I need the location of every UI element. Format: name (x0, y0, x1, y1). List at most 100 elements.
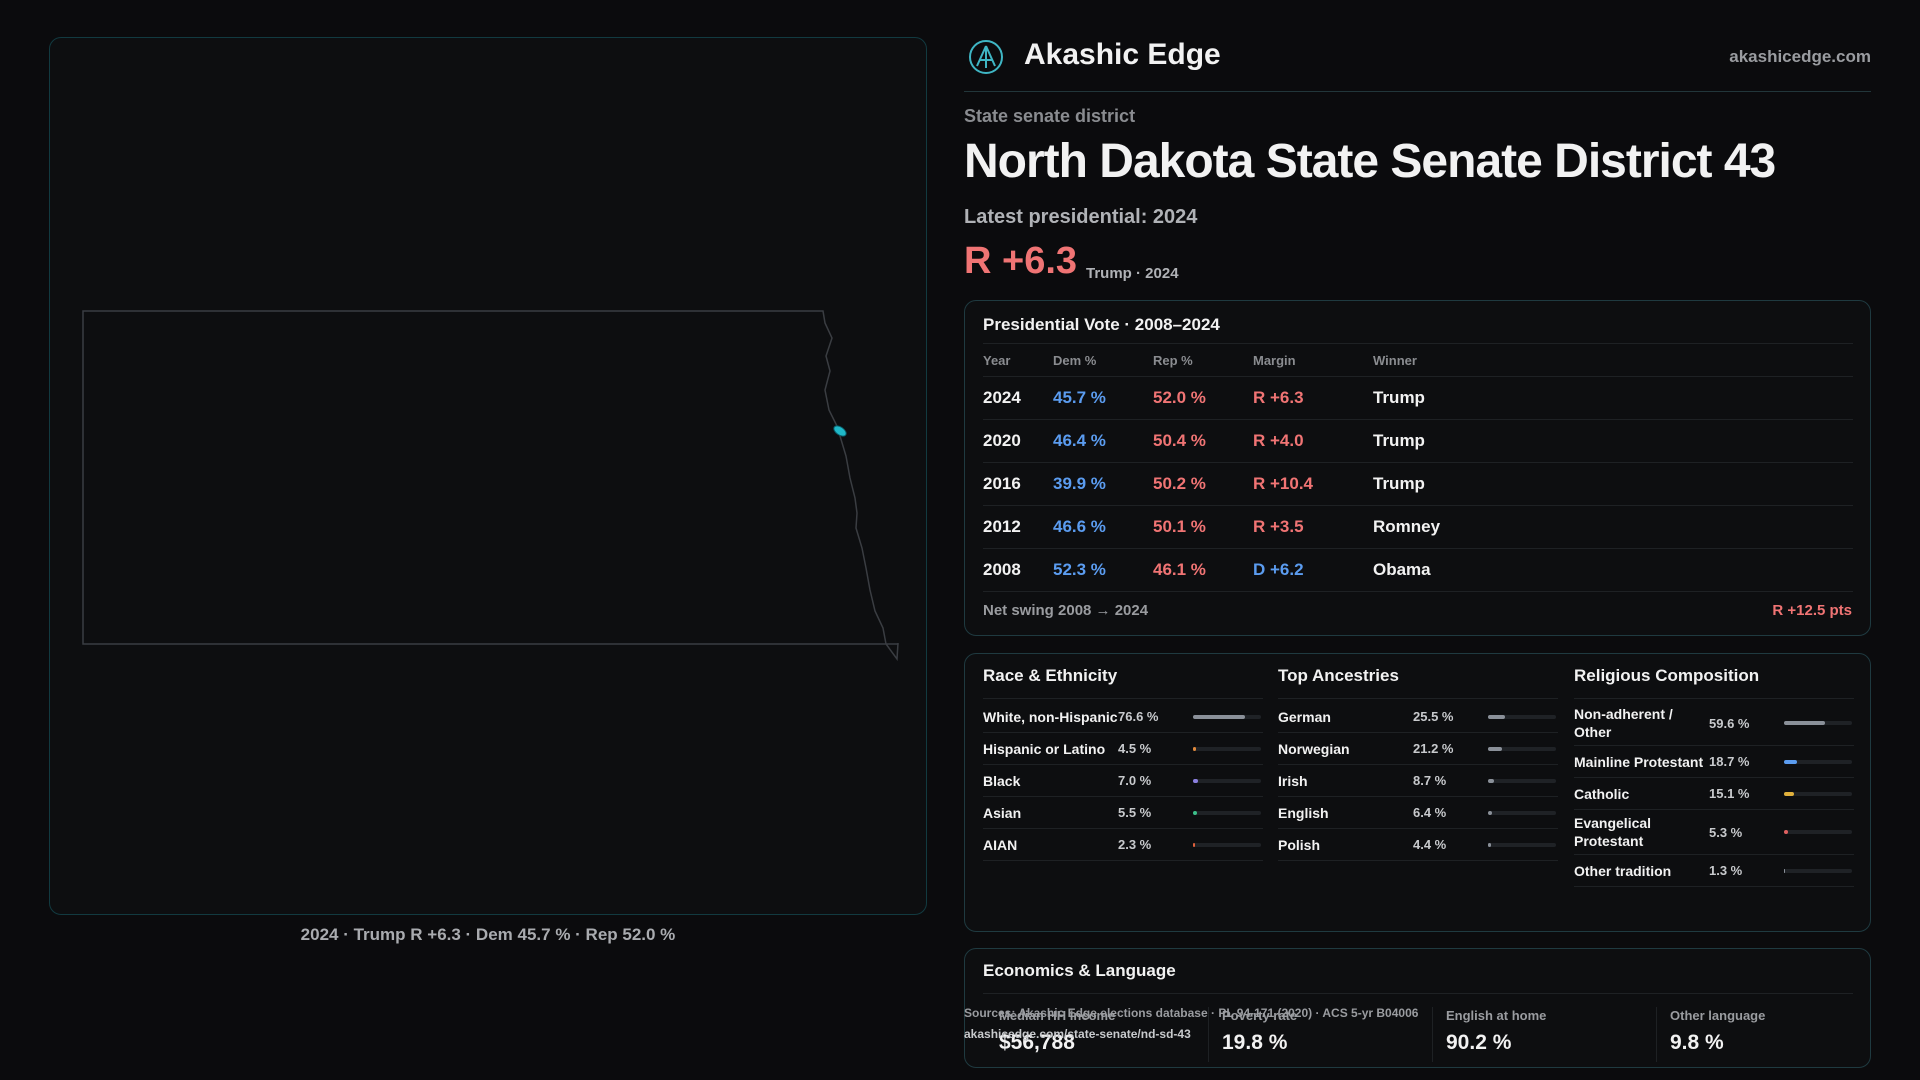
table-cell: 46.6 % (1053, 517, 1106, 536)
headline-margin: R +6.3 (964, 240, 1078, 282)
column-header: Margin (1253, 352, 1296, 368)
stat-label: English at home (1446, 1008, 1547, 1023)
source-link[interactable]: akashicedge.com/state-senate/nd-sd-43 (964, 1027, 1191, 1041)
demographic-row: Norwegian 21.2 % (1278, 733, 1558, 765)
divider (983, 993, 1853, 994)
vote-table: Year Dem % Rep % Margin Winner 2024 45.7 % 52.0… (983, 343, 1853, 592)
bar-track (1784, 759, 1852, 764)
brand: Akashic Edge (1024, 38, 1221, 71)
table-cell: 39.9 % (1053, 474, 1106, 493)
demographic-row: Irish 8.7 % (1278, 765, 1558, 797)
row-value: 1.3 % (1709, 863, 1743, 878)
demographic-row: Catholic 15.1 % (1574, 778, 1854, 810)
table-cell: Obama (1373, 560, 1431, 579)
swing-value: R +12.5 pts (1772, 602, 1852, 619)
table-cell: 45.7 % (1053, 388, 1106, 407)
row-value: 4.5 % (1118, 741, 1152, 756)
row-label: Catholic (1574, 785, 1630, 802)
bar (1784, 759, 1797, 764)
demographic-row: Evangelical Protestant 5.3 % (1574, 810, 1854, 855)
economics-card: Economics & Language Median HH income $56… (964, 948, 1871, 1068)
row-label: Non-adherent / Other (1574, 706, 1673, 740)
row-value: 8.7 % (1413, 773, 1447, 788)
card-title: Presidential Vote · 2008–2024 (983, 315, 1220, 334)
demographic-row: Polish 4.4 % (1278, 829, 1558, 861)
demographic-row: Mainline Protestant 18.7 % (1574, 746, 1854, 778)
district-shape (833, 425, 847, 437)
bar-track (1488, 842, 1556, 847)
table-cell: R +4.0 (1253, 431, 1304, 450)
demographic-row: Hispanic or Latino 4.5 % (983, 733, 1263, 765)
table-cell: 50.2 % (1153, 474, 1206, 493)
demographic-row: English 6.4 % (1278, 797, 1558, 829)
demographic-row: Black 7.0 % (983, 765, 1263, 797)
domain[interactable]: akashicedge.com (1729, 47, 1871, 66)
bar (1488, 810, 1493, 815)
row-label: English (1278, 804, 1329, 821)
bar (1193, 842, 1195, 847)
source: Sources: Akashic Edge elections database… (964, 1006, 1419, 1020)
row-label: German (1278, 708, 1331, 725)
row-label: Evangelical Protestant (1574, 815, 1652, 849)
row-label: Hispanic or Latino (983, 740, 1106, 757)
bar-track (1488, 714, 1556, 719)
divider (1208, 1007, 1209, 1062)
section-title: Race & Ethnicity (983, 666, 1263, 699)
stat-value: 19.8 % (1222, 1031, 1288, 1054)
row-label: AIAN (983, 836, 1018, 853)
table-row: 2016 39.9 % 50.2 % R +10.4 Trump (983, 463, 1853, 506)
bar-track (1488, 778, 1556, 783)
row-label: Irish (1278, 772, 1308, 789)
demographic-row: Asian 5.5 % (983, 797, 1263, 829)
district-title: North Dakota State Senate District 43 (964, 135, 1776, 188)
table-cell: 2012 (983, 517, 1021, 536)
bar-track (1488, 810, 1556, 815)
demographic-row: German 25.5 % (1278, 701, 1558, 733)
bar-track (1193, 842, 1261, 847)
bar (1784, 721, 1825, 725)
section-title: Top Ancestries (1278, 666, 1558, 699)
religion-section: Religious Composition Non-adherent / Othe… (1574, 666, 1854, 887)
demographic-row: White, non-Hispanic 76.6 % (983, 701, 1263, 733)
bar-track (1784, 830, 1852, 834)
demographic-row: Other tradition 1.3 % (1574, 855, 1854, 887)
bar-track (1193, 778, 1261, 783)
ancestry-section: Top Ancestries German 25.5 % Norwegian 21.2 … (1278, 666, 1558, 861)
table-cell: Trump (1373, 474, 1425, 493)
bar (1784, 868, 1785, 873)
row-value: 15.1 % (1709, 786, 1750, 801)
bar (1193, 714, 1246, 719)
table-row: 2020 46.4 % 50.4 % R +4.0 Trump (983, 420, 1853, 463)
table-cell: Trump (1373, 431, 1425, 450)
bar (1193, 746, 1197, 751)
row-value: 18.7 % (1709, 754, 1750, 769)
row-label: White, non-Hispanic (983, 708, 1118, 725)
table-row: 2024 45.7 % 52.0 % R +6.3 Trump (983, 377, 1853, 420)
table-cell: R +6.3 (1253, 388, 1304, 407)
row-value: 25.5 % (1413, 709, 1454, 724)
table-row: 2008 52.3 % 46.1 % D +6.2 Obama (983, 549, 1853, 592)
stat-label: Poverty rate (1222, 1008, 1298, 1023)
table-cell: 2024 (983, 388, 1021, 407)
bar (1784, 791, 1795, 796)
row-value: 4.4 % (1413, 837, 1447, 852)
bar-track (1193, 810, 1261, 815)
row-value: 6.4 % (1413, 805, 1447, 820)
table-header: Year Dem % Rep % Margin Winner (983, 343, 1853, 377)
bar (1193, 810, 1197, 815)
row-value: 7.0 % (1118, 773, 1152, 788)
row-label: Asian (983, 804, 1022, 821)
table-cell: 2008 (983, 560, 1021, 579)
bar-track (1784, 721, 1852, 725)
table-cell: 46.4 % (1053, 431, 1106, 450)
table-cell: R +10.4 (1253, 474, 1314, 493)
bar-track (1784, 791, 1852, 796)
district-kind: State senate district (964, 106, 1136, 126)
bar-track (1193, 714, 1261, 719)
table-cell: Romney (1373, 517, 1441, 536)
column-header: Dem % (1053, 352, 1097, 368)
table-cell: 46.1 % (1153, 560, 1206, 579)
table-cell: Trump (1373, 388, 1425, 407)
column-header: Winner (1373, 352, 1417, 368)
